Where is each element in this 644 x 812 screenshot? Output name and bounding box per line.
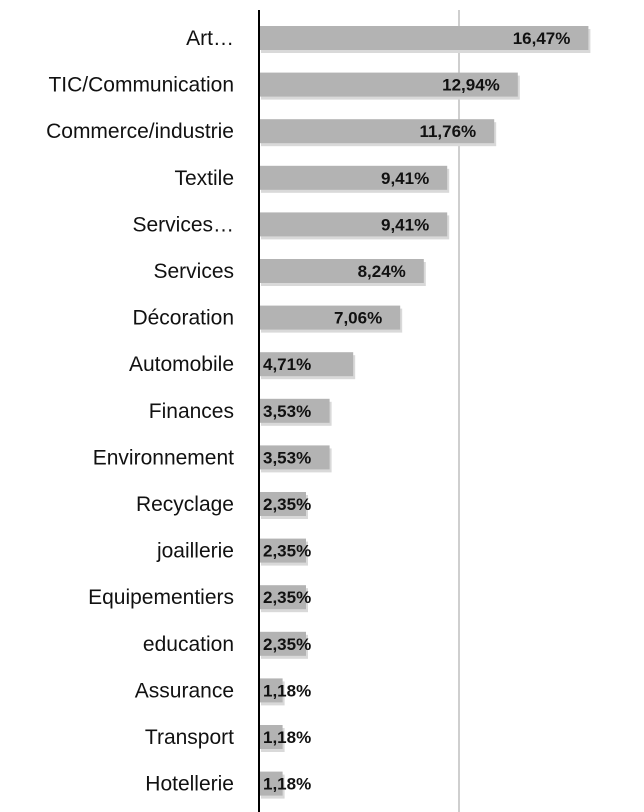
bar-16 — [259, 771, 283, 796]
category-label-9: Environnement — [93, 446, 234, 469]
bar-15 — [259, 725, 283, 749]
category-label-4: Services… — [132, 213, 234, 236]
bar-2 — [259, 119, 495, 144]
bar-4 — [259, 212, 448, 237]
value-label-4: 9,41% — [381, 215, 429, 234]
bar-14 — [259, 678, 283, 703]
bar-11 — [259, 538, 306, 563]
category-label-13: education — [143, 633, 234, 656]
category-label-10: Recyclage — [136, 493, 234, 516]
category-label-15: Transport — [145, 726, 234, 749]
bar-9 — [259, 445, 330, 470]
bar-8 — [259, 398, 330, 423]
value-label-12: 2,35% — [263, 588, 311, 607]
category-label-11: joaillerie — [156, 540, 234, 563]
category-label-0: Art… — [186, 27, 234, 50]
bar-7 — [259, 352, 354, 377]
value-label-14: 1,18% — [263, 681, 311, 700]
value-label-8: 3,53% — [263, 402, 311, 421]
bar-12 — [259, 585, 306, 610]
bar-13 — [259, 631, 306, 656]
value-label-2: 11,76% — [419, 122, 476, 141]
value-label-3: 9,41% — [381, 169, 429, 188]
category-label-3: Textile — [174, 167, 234, 190]
value-label-9: 3,53% — [263, 448, 311, 467]
category-label-16: Hotellerie — [145, 773, 234, 796]
category-label-2: Commerce/industrie — [46, 120, 234, 143]
category-label-12: Equipementiers — [88, 586, 234, 609]
value-label-10: 2,35% — [263, 495, 311, 514]
category-label-7: Automobile — [129, 353, 234, 376]
bar-10 — [259, 492, 306, 516]
value-label-1: 12,94% — [442, 76, 500, 95]
value-label-5: 8,24% — [358, 262, 406, 281]
category-label-1: TIC/Communication — [48, 74, 234, 97]
bar-5 — [259, 259, 424, 283]
value-label-11: 2,35% — [263, 542, 311, 561]
category-label-14: Assurance — [135, 679, 234, 702]
bars — [259, 26, 591, 799]
value-label-15: 1,18% — [263, 728, 311, 747]
category-label-8: Finances — [149, 400, 234, 423]
bar-3 — [259, 165, 448, 190]
value-labels: 16,47% 12,94% 11,76% 9,41% 9,41% 8,24% 7,06% 4,… — [263, 29, 570, 794]
value-label-13: 2,35% — [263, 635, 311, 654]
bar-1 — [259, 72, 518, 97]
bar-6 — [259, 305, 401, 330]
category-label-5: Services — [153, 260, 234, 283]
value-label-7: 4,71% — [263, 355, 311, 374]
category-label-6: Décoration — [132, 307, 234, 330]
value-label-16: 1,18% — [263, 775, 311, 794]
value-label-6: 7,06% — [334, 309, 382, 328]
category-labels: Art… TIC/Communication Commerce/industrie T… — [46, 27, 234, 796]
bar-0 — [259, 26, 589, 50]
value-label-0: 16,47% — [513, 29, 571, 48]
